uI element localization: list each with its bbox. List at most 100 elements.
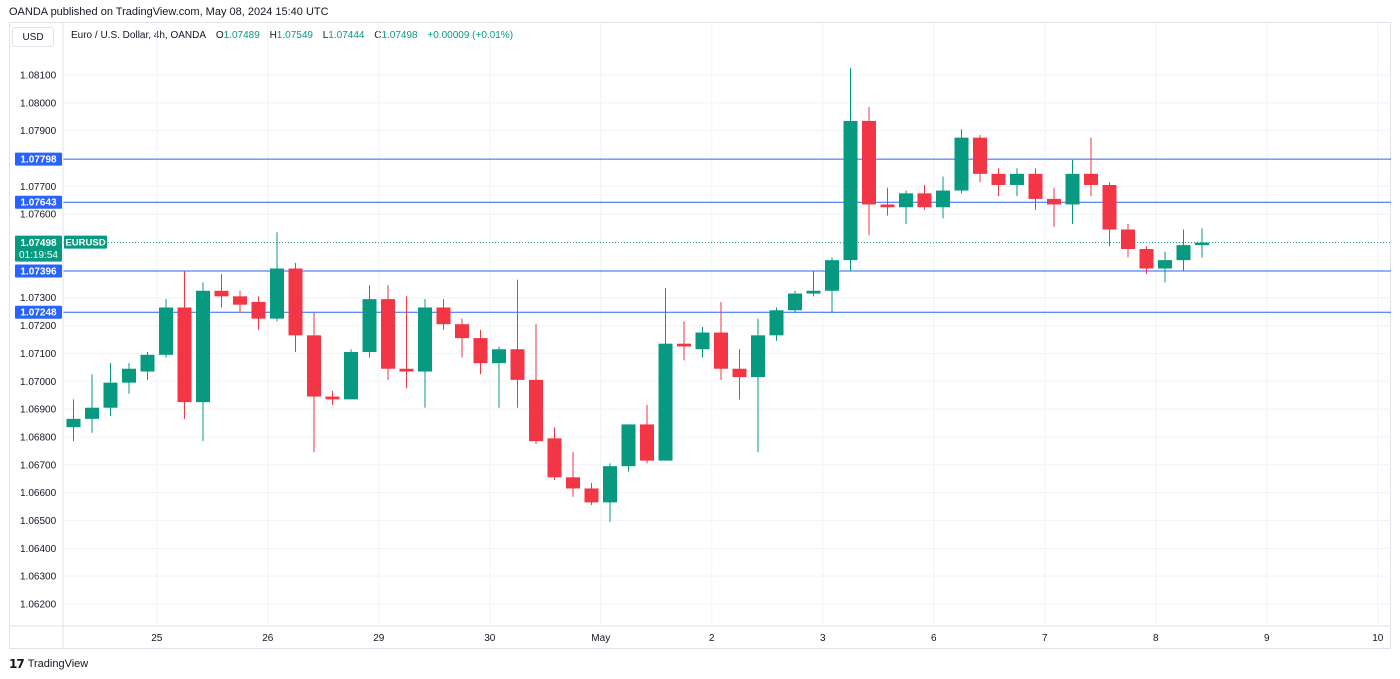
candle-body xyxy=(899,193,913,208)
candle-body xyxy=(362,299,377,353)
candle xyxy=(436,299,451,330)
y-tick-label: 1.07200 xyxy=(20,321,57,332)
candle xyxy=(122,363,136,394)
candle-body xyxy=(714,332,728,369)
low-label: L xyxy=(322,30,329,41)
axes: 1.06200 1.06300 1.06400 1.06500 1.06600 1.067… xyxy=(9,23,1391,648)
symbol-badge xyxy=(64,235,107,249)
candle xyxy=(140,352,155,380)
candle-body xyxy=(1121,229,1135,250)
level-lines: 1.07798 1.07643 1.07396 1.07248 1.0749801:19… xyxy=(15,152,1391,319)
candle xyxy=(196,282,210,442)
candle xyxy=(788,290,802,314)
brand-name: TradingView xyxy=(27,658,89,670)
candle-body xyxy=(1139,249,1154,269)
candle xyxy=(1065,159,1080,224)
candle xyxy=(825,257,839,314)
candle-body xyxy=(1028,173,1043,199)
candle xyxy=(159,299,173,358)
candle xyxy=(1047,187,1061,227)
tradingview-logo-icon: 𝟭𝟳 xyxy=(9,657,25,671)
bar-countdown-label: 01:19:54 xyxy=(19,250,58,261)
candle-body xyxy=(825,260,839,291)
symbol-legend: Euro / U.S. Dollar, 4h, OANDA O1.07489 H… xyxy=(71,30,513,41)
currency-selector[interactable]: USD xyxy=(12,27,54,47)
y-tick-label: 1.06800 xyxy=(20,432,57,443)
candle-body xyxy=(936,190,950,208)
close-value: 1.07498 xyxy=(381,30,418,41)
candle-body xyxy=(399,368,414,372)
level-badge-label: 1.07798 xyxy=(20,155,57,166)
candle xyxy=(769,307,784,341)
level-badge xyxy=(15,264,62,278)
level-badge-label: 1.07396 xyxy=(20,267,57,278)
candle xyxy=(325,391,340,405)
x-tick-label: 3 xyxy=(820,633,826,644)
candle xyxy=(936,176,950,219)
candle xyxy=(566,452,580,497)
candles xyxy=(66,68,1209,522)
candle-body xyxy=(658,343,673,461)
candle-body xyxy=(788,293,802,311)
candle-body xyxy=(1084,173,1098,185)
candle xyxy=(640,404,654,464)
candle-body xyxy=(1195,242,1209,246)
candle xyxy=(991,168,1006,197)
candle-body xyxy=(251,301,266,319)
candle xyxy=(418,299,432,408)
candle xyxy=(732,349,747,400)
open-value: 1.07489 xyxy=(223,30,260,41)
candle xyxy=(973,134,987,183)
candle-body xyxy=(1158,260,1172,269)
last-price-badge xyxy=(15,235,62,262)
y-tick-label: 1.08100 xyxy=(20,71,57,82)
symbol-badge-label: EURUSD xyxy=(65,238,105,249)
candle-body xyxy=(584,488,599,503)
candle xyxy=(677,321,691,361)
candle xyxy=(1176,229,1191,272)
candle xyxy=(251,296,266,330)
candle xyxy=(177,271,192,419)
level-badge xyxy=(15,152,62,166)
x-tick-label: 10 xyxy=(1372,633,1384,644)
candle-body xyxy=(806,290,821,294)
candle-body xyxy=(603,466,617,503)
y-tick-label: 1.06200 xyxy=(20,600,57,611)
candle xyxy=(603,463,617,522)
candle-body xyxy=(954,137,969,191)
candle xyxy=(1102,182,1117,247)
candle xyxy=(954,129,969,194)
candle xyxy=(1084,137,1098,197)
candle xyxy=(862,107,876,236)
candle-body xyxy=(547,438,562,478)
last-price-label: 1.07498 xyxy=(20,238,57,249)
y-tick-label: 1.06700 xyxy=(20,460,57,471)
x-tick-label: 7 xyxy=(1042,633,1048,644)
candle xyxy=(843,68,858,272)
candle-body xyxy=(233,296,247,305)
candle-body xyxy=(288,268,303,336)
candle xyxy=(1158,251,1172,283)
y-tick-label: 1.08000 xyxy=(20,98,57,109)
level-badge-label: 1.07248 xyxy=(20,308,57,319)
candle-body xyxy=(695,332,710,350)
candle-body xyxy=(344,352,358,400)
footer-brand[interactable]: 𝟭𝟳 TradingView xyxy=(9,657,88,671)
chart-frame xyxy=(9,22,1391,649)
candle-body xyxy=(140,354,155,372)
candle-body xyxy=(196,290,210,403)
candle-body xyxy=(270,268,284,319)
candle xyxy=(529,324,543,444)
y-tick-label: 1.06300 xyxy=(20,572,57,583)
open-label: O xyxy=(215,30,224,41)
candle-body xyxy=(1047,198,1061,205)
y-tick-label: 1.07600 xyxy=(20,210,57,221)
candle-body xyxy=(473,338,488,364)
x-tick-label: 8 xyxy=(1153,633,1159,644)
candle-body xyxy=(307,335,321,397)
candle xyxy=(381,285,395,380)
candle xyxy=(584,482,599,506)
candle-body xyxy=(1102,184,1117,230)
y-tick-label: 1.06400 xyxy=(20,544,57,555)
